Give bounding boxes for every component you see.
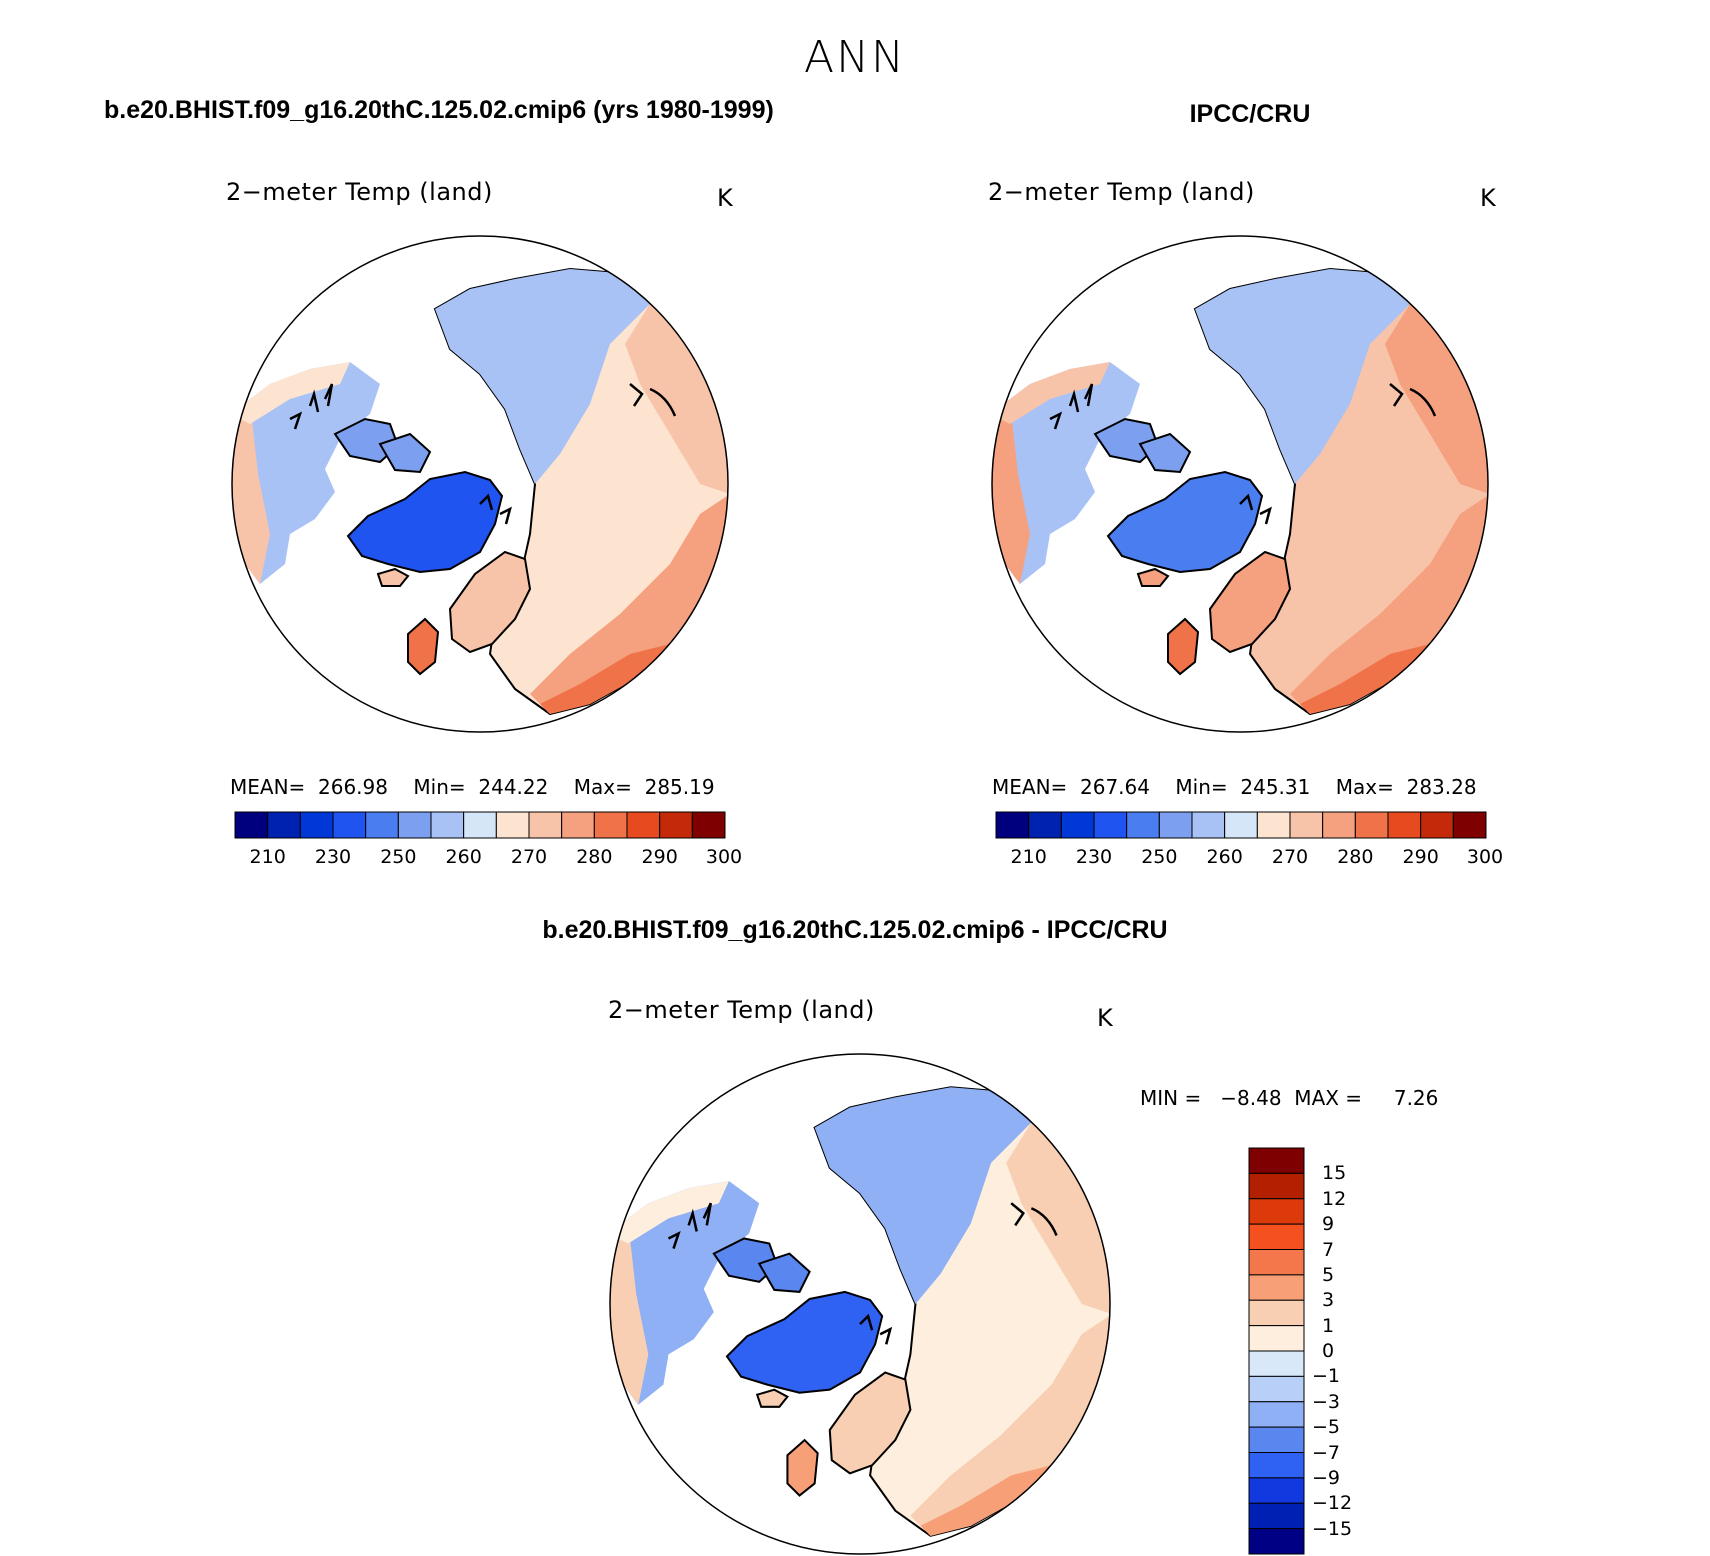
colorbar-tick-label: −7 (1312, 1441, 1341, 1464)
polar-map-left (231, 235, 729, 733)
units-right: K (1480, 184, 1496, 212)
colorbar-box (1248, 1325, 1305, 1352)
colorbar-tick-label: 280 (1337, 846, 1374, 868)
colorbar-box (1248, 1375, 1305, 1403)
colorbar-box (561, 811, 595, 839)
colorbar-ticks-right: 210 230 250 260 270 280 290 300 (996, 846, 1504, 870)
colorbar-tick-label: −15 (1312, 1517, 1353, 1540)
colorbar-box (1248, 1452, 1305, 1479)
case-title-right: IPCC/CRU (1189, 100, 1311, 128)
colorbar-box (1256, 811, 1291, 839)
colorbar-box (1093, 811, 1128, 839)
colorbar-tick-label: 260 (445, 846, 482, 868)
colorbar-tick-label: 270 (1271, 846, 1309, 868)
colorbar-box (691, 811, 726, 839)
colorbar-tick-label: 280 (576, 846, 613, 868)
colorbar-box (1248, 1223, 1305, 1250)
colorbar-tick-label: 210 (1010, 846, 1047, 868)
colorbar-box (1248, 1477, 1305, 1504)
colorbar-tick-label: −9 (1312, 1466, 1341, 1489)
colorbar-ticks-diff: 15 12 9 7 5 3 1 0 −1 −3 −5 −7 −9 −12 −15 (1312, 1148, 1394, 1554)
polar-map-right (991, 235, 1489, 733)
colorbar-box (397, 811, 432, 839)
colorbar-box (1248, 1198, 1305, 1225)
colorbar-box (365, 811, 399, 839)
panel-title-left: 2−meter Temp (land) (226, 178, 493, 206)
colorbar-tick-label: 270 (510, 846, 548, 868)
panel-title-diff: 2−meter Temp (land) (608, 996, 875, 1024)
colorbar-box (1126, 811, 1160, 839)
colorbar-box (1191, 811, 1226, 839)
colorbar-box (1248, 1172, 1305, 1200)
colorbar-tick-label: 0 (1322, 1340, 1335, 1362)
units-diff: K (1097, 1004, 1113, 1032)
colorbar-left (234, 811, 726, 839)
colorbar-box (267, 811, 301, 839)
figure-title: ANN (804, 32, 906, 83)
colorbar-box (1248, 1426, 1305, 1453)
colorbar-tick-label: 5 (1322, 1263, 1335, 1286)
colorbar-box (234, 811, 269, 839)
stats-right: MEAN= 267.64 Min= 245.31 Max= 283.28 (992, 775, 1477, 799)
colorbar-tick-label: 300 (1466, 846, 1504, 868)
colorbar-box (1248, 1502, 1305, 1530)
case-title-left: b.e20.BHIST.f09_g16.20thC.125.02.cmip6 (… (104, 96, 774, 124)
colorbar-tick-label: 250 (380, 846, 417, 868)
colorbar-box (430, 811, 465, 839)
colorbar-box (1452, 811, 1487, 839)
colorbar-ticks-left: 210 230 250 260 270 280 290 300 (235, 846, 743, 870)
colorbar-tick-label: 230 (314, 846, 352, 868)
colorbar-tick-label: −3 (1312, 1390, 1341, 1413)
colorbar-box (495, 811, 530, 839)
colorbar-tick-label: −1 (1312, 1365, 1341, 1388)
colorbar-box (1387, 811, 1422, 839)
colorbar-box (593, 811, 628, 839)
colorbar-tick-label: 290 (641, 846, 678, 868)
colorbar-tick-label: −5 (1312, 1416, 1341, 1439)
colorbar-tick-label: 3 (1322, 1289, 1335, 1312)
colorbar-box (1248, 1147, 1305, 1174)
colorbar-box (1224, 811, 1258, 839)
colorbar-box (1322, 811, 1356, 839)
colorbar-box (626, 811, 661, 839)
colorbar-tick-label: 1 (1322, 1314, 1335, 1337)
colorbar-tick-label: 250 (1141, 846, 1178, 868)
colorbar-box (1420, 811, 1454, 839)
colorbar-tick-label: 12 (1322, 1187, 1347, 1210)
colorbar-box (1248, 1299, 1305, 1327)
stats-left: MEAN= 266.98 Min= 244.22 Max= 285.19 (230, 775, 715, 799)
colorbar-box (332, 811, 367, 839)
colorbar-tick-label: 15 (1322, 1162, 1347, 1185)
colorbar-tick-label: 300 (705, 846, 743, 868)
colorbar-box (528, 811, 563, 839)
colorbar-box (1028, 811, 1062, 839)
colorbar-tick-label: −12 (1312, 1492, 1353, 1515)
colorbar-box (1158, 811, 1193, 839)
diff-title: b.e20.BHIST.f09_g16.20thC.125.02.cmip6 -… (542, 916, 1168, 944)
colorbar-box (1354, 811, 1389, 839)
colorbar-box (995, 811, 1030, 839)
colorbar-right (995, 811, 1487, 839)
units-left: K (717, 184, 733, 212)
colorbar-box (299, 811, 334, 839)
colorbar-box (1248, 1274, 1305, 1301)
colorbar-tick-label: 230 (1075, 846, 1113, 868)
colorbar-box (1289, 811, 1324, 839)
polar-map-diff (609, 1053, 1111, 1555)
colorbar-tick-label: 210 (249, 846, 286, 868)
colorbar-box (1060, 811, 1095, 839)
colorbar-diff (1248, 1147, 1305, 1555)
colorbar-box (463, 811, 497, 839)
colorbar-box (1248, 1350, 1305, 1377)
colorbar-tick-label: 260 (1206, 846, 1243, 868)
colorbar-tick-label: 290 (1402, 846, 1439, 868)
colorbar-box (1248, 1249, 1305, 1276)
colorbar-tick-label: 9 (1322, 1213, 1335, 1236)
colorbar-box (1248, 1528, 1305, 1555)
colorbar-tick-label: 7 (1322, 1238, 1335, 1261)
colorbar-box (659, 811, 693, 839)
colorbar-box (1248, 1401, 1305, 1428)
stats-diff: MIN = −8.48 MAX = 7.26 (1140, 1086, 1439, 1110)
panel-title-right: 2−meter Temp (land) (988, 178, 1255, 206)
